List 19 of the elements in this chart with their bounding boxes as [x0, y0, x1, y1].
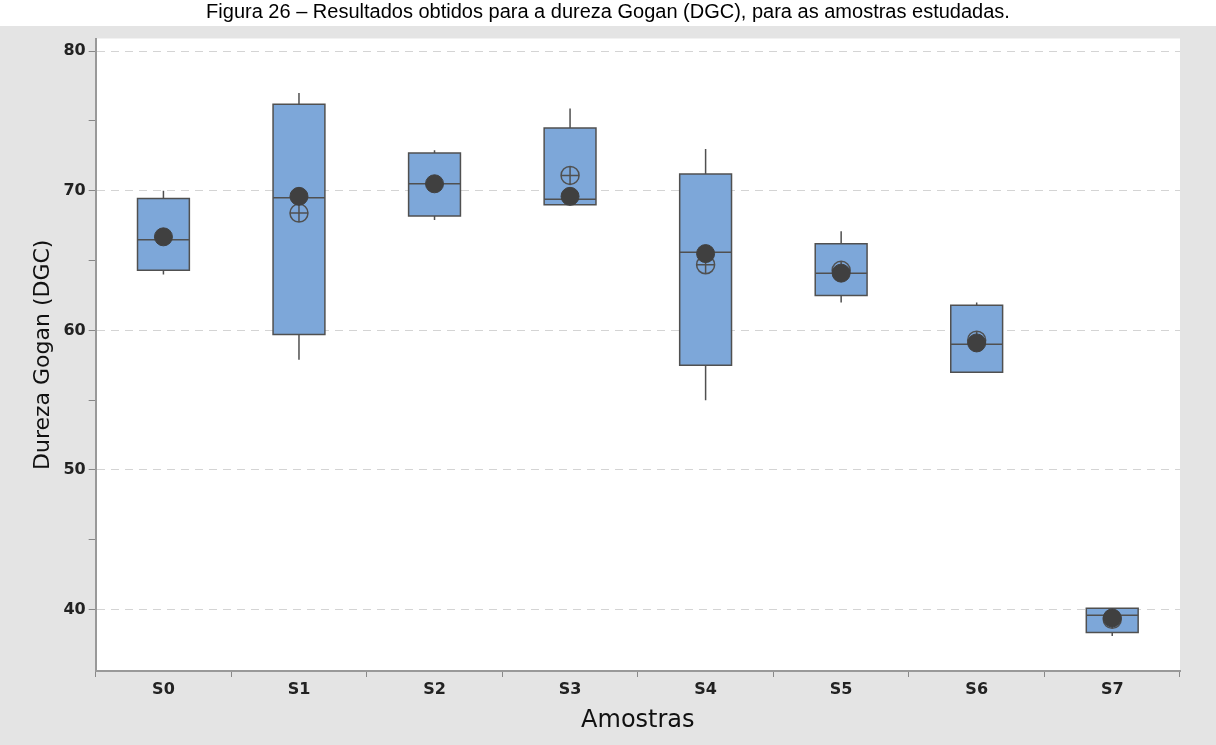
point: [560, 186, 580, 206]
y-tick-label: 70: [63, 179, 86, 199]
x-tick-label: S0: [152, 678, 175, 698]
y-tick-label: 50: [63, 459, 86, 479]
y-tick-label: 60: [63, 319, 86, 339]
y-tick-label: 40: [63, 598, 86, 618]
point: [696, 244, 716, 264]
x-axis-title: Amostras: [581, 704, 695, 733]
x-tick-label: S3: [558, 678, 582, 698]
y-tick-label: 80: [63, 40, 86, 60]
x-tick-label: S6: [965, 678, 989, 698]
x-tick-label: S5: [829, 678, 853, 698]
chart-title: Figura 26 – Resultados obtidos para a dureza Gogan (DGC), para as amostras estudadas.: [205, 0, 1011, 24]
x-tick-label: S2: [423, 678, 446, 698]
x-tick-label: S7: [1100, 678, 1124, 698]
y-axis-title: Dureza Gogan (DGC): [28, 239, 54, 471]
x-tick-label: S1: [287, 678, 311, 698]
point: [289, 186, 309, 206]
x-tick-label: S4: [694, 678, 717, 698]
